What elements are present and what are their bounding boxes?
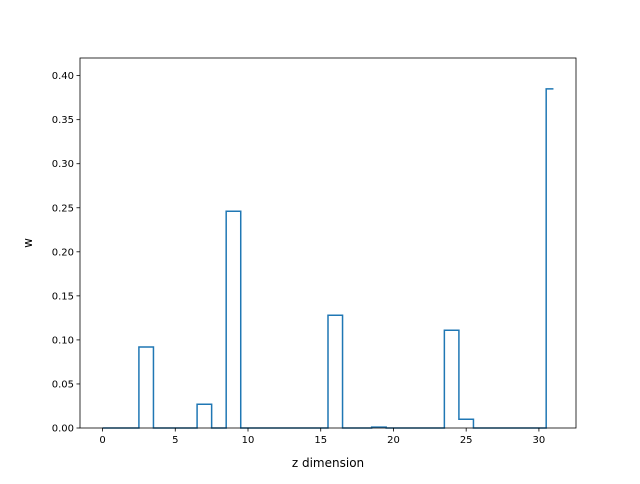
x-tick-label: 5 (172, 435, 178, 446)
x-tick-label: 0 (99, 435, 105, 446)
y-tick-label: 0.40 (52, 71, 74, 82)
y-tick-label: 0.35 (52, 115, 74, 126)
y-axis-label: w (21, 238, 35, 248)
x-tick-label: 15 (314, 435, 327, 446)
y-tick-label: 0.30 (52, 159, 74, 170)
y-tick-label: 0.25 (52, 203, 74, 214)
y-tick-label: 0.10 (52, 335, 74, 346)
x-tick-label: 25 (460, 435, 473, 446)
y-tick-label: 0.00 (52, 424, 74, 435)
x-axis-label: z dimension (292, 456, 364, 470)
y-tick-label: 0.05 (52, 379, 74, 390)
x-tick-label: 10 (242, 435, 255, 446)
y-tick-label: 0.20 (52, 247, 74, 258)
y-tick-label: 0.15 (52, 291, 74, 302)
x-tick-label: 20 (387, 435, 400, 446)
x-tick-label: 30 (533, 435, 546, 446)
